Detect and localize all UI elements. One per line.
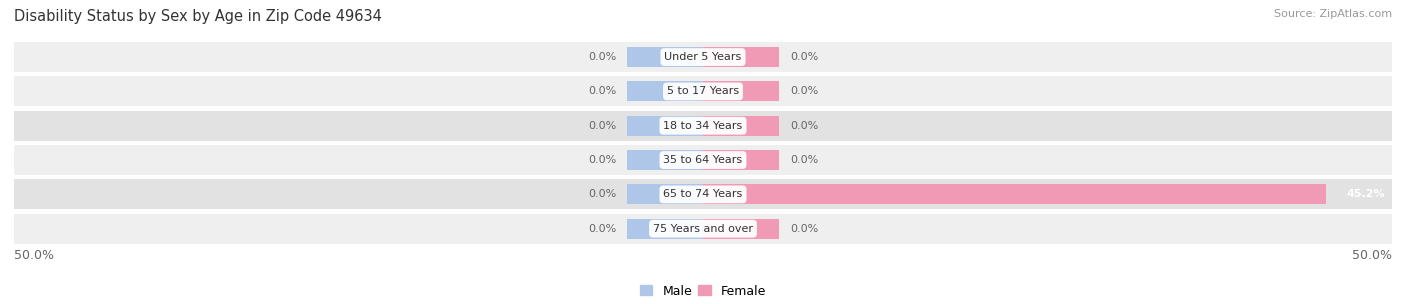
Text: 0.0%: 0.0% <box>790 86 818 96</box>
Text: Under 5 Years: Under 5 Years <box>665 52 741 62</box>
Text: 0.0%: 0.0% <box>588 155 616 165</box>
Text: 65 to 74 Years: 65 to 74 Years <box>664 189 742 199</box>
Text: 18 to 34 Years: 18 to 34 Years <box>664 121 742 131</box>
Bar <box>14 179 1392 209</box>
Bar <box>703 150 779 170</box>
Text: Source: ZipAtlas.com: Source: ZipAtlas.com <box>1274 9 1392 19</box>
Bar <box>703 116 779 136</box>
Bar <box>703 47 779 67</box>
Bar <box>627 116 703 136</box>
Text: 0.0%: 0.0% <box>588 224 616 234</box>
Text: 0.0%: 0.0% <box>790 121 818 131</box>
Text: 0.0%: 0.0% <box>588 189 616 199</box>
Bar <box>14 76 1392 106</box>
Bar <box>627 150 703 170</box>
Bar <box>14 145 1392 175</box>
Bar <box>703 219 779 239</box>
Text: 0.0%: 0.0% <box>588 52 616 62</box>
Bar <box>703 185 1326 204</box>
Legend: Male, Female: Male, Female <box>636 280 770 302</box>
Bar <box>627 219 703 239</box>
Bar <box>627 185 703 204</box>
Text: 35 to 64 Years: 35 to 64 Years <box>664 155 742 165</box>
Bar <box>703 81 779 101</box>
Text: 45.2%: 45.2% <box>1347 189 1385 199</box>
Text: 0.0%: 0.0% <box>588 86 616 96</box>
Text: 5 to 17 Years: 5 to 17 Years <box>666 86 740 96</box>
Text: 0.0%: 0.0% <box>790 224 818 234</box>
Text: 0.0%: 0.0% <box>790 52 818 62</box>
Text: 0.0%: 0.0% <box>790 155 818 165</box>
Bar <box>627 81 703 101</box>
Text: 0.0%: 0.0% <box>588 121 616 131</box>
Bar <box>14 111 1392 141</box>
Text: 50.0%: 50.0% <box>1353 249 1392 262</box>
Text: 75 Years and over: 75 Years and over <box>652 224 754 234</box>
Text: 50.0%: 50.0% <box>14 249 53 262</box>
Bar <box>14 42 1392 72</box>
Bar <box>627 47 703 67</box>
Bar <box>14 214 1392 244</box>
Text: Disability Status by Sex by Age in Zip Code 49634: Disability Status by Sex by Age in Zip C… <box>14 9 382 24</box>
